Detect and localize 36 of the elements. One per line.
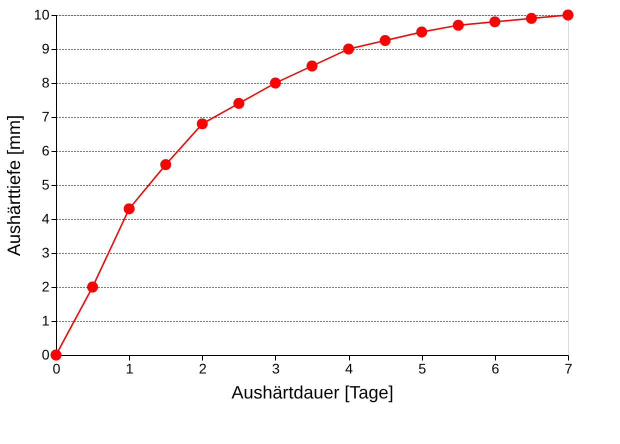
y-tick-label: 6 bbox=[42, 142, 50, 158]
x-tick-label: 0 bbox=[52, 360, 61, 376]
point bbox=[416, 26, 428, 38]
point bbox=[380, 35, 391, 46]
y-tick-label: 8 bbox=[42, 74, 50, 90]
point bbox=[452, 20, 464, 31]
x-tick-label: 7 bbox=[564, 360, 573, 376]
x-tick-label: 5 bbox=[418, 360, 426, 376]
y-axis-title: Aushärttiefe [mm] bbox=[4, 114, 24, 256]
x-tick-label: 4 bbox=[345, 360, 354, 376]
point bbox=[196, 118, 208, 130]
point bbox=[270, 78, 281, 88]
point bbox=[306, 60, 318, 72]
y-tick-label: 3 bbox=[42, 244, 50, 260]
point bbox=[124, 203, 135, 214]
y-tick-label: 7 bbox=[42, 108, 50, 124]
x-tick-label: 2 bbox=[198, 360, 207, 376]
x-tick-label: 3 bbox=[272, 360, 280, 376]
y-tick-label: 9 bbox=[42, 40, 50, 56]
y-tick-label: 10 bbox=[34, 6, 50, 22]
x-tick-label: 1 bbox=[126, 360, 134, 376]
y-tick-label: 4 bbox=[42, 210, 50, 226]
point bbox=[160, 159, 172, 170]
point bbox=[50, 350, 62, 360]
x-tick-label: 6 bbox=[491, 360, 500, 376]
y-tick-label: 2 bbox=[42, 278, 50, 294]
point bbox=[526, 12, 537, 24]
y-tick-label: 5 bbox=[42, 176, 50, 192]
point bbox=[489, 16, 500, 28]
point bbox=[87, 282, 98, 292]
point bbox=[233, 98, 244, 109]
point bbox=[562, 10, 574, 20]
point bbox=[343, 44, 354, 54]
y-tick-label: 1 bbox=[42, 312, 50, 328]
x-axis-title: Aushärtdauer [Tage] bbox=[231, 382, 394, 402]
y-tick-label: 0 bbox=[42, 346, 50, 362]
